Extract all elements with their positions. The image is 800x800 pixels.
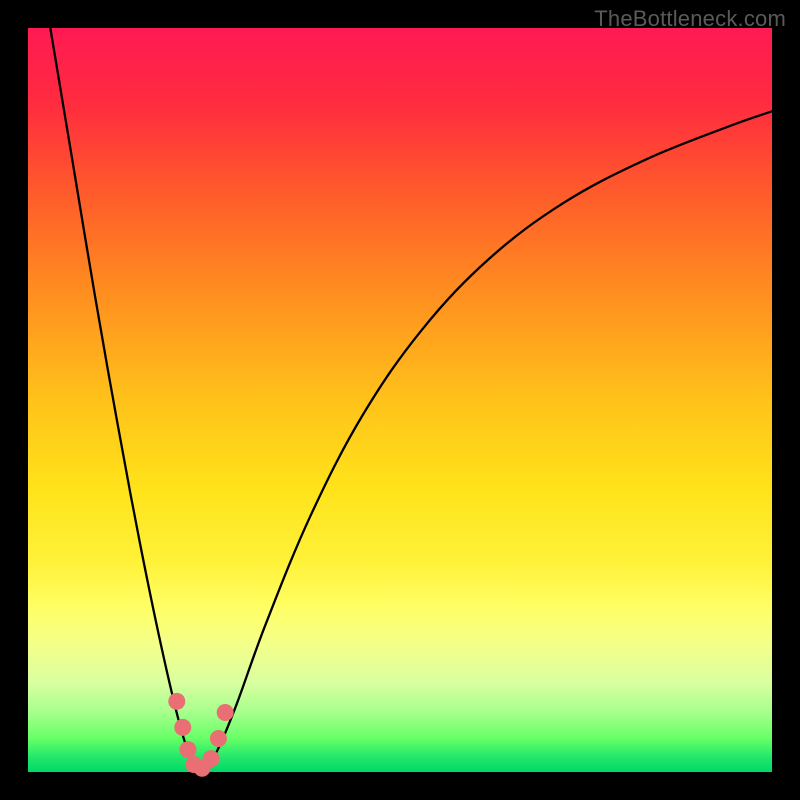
marker-dot bbox=[174, 719, 191, 736]
watermark-text: TheBottleneck.com bbox=[594, 6, 786, 32]
marker-dot bbox=[210, 730, 227, 747]
chart-frame: TheBottleneck.com bbox=[0, 0, 800, 800]
chart-svg bbox=[0, 0, 800, 800]
plot-background bbox=[28, 28, 772, 772]
marker-dot bbox=[217, 704, 234, 721]
marker-dot bbox=[179, 741, 196, 758]
marker-dot bbox=[168, 693, 185, 710]
marker-dot bbox=[203, 750, 220, 767]
